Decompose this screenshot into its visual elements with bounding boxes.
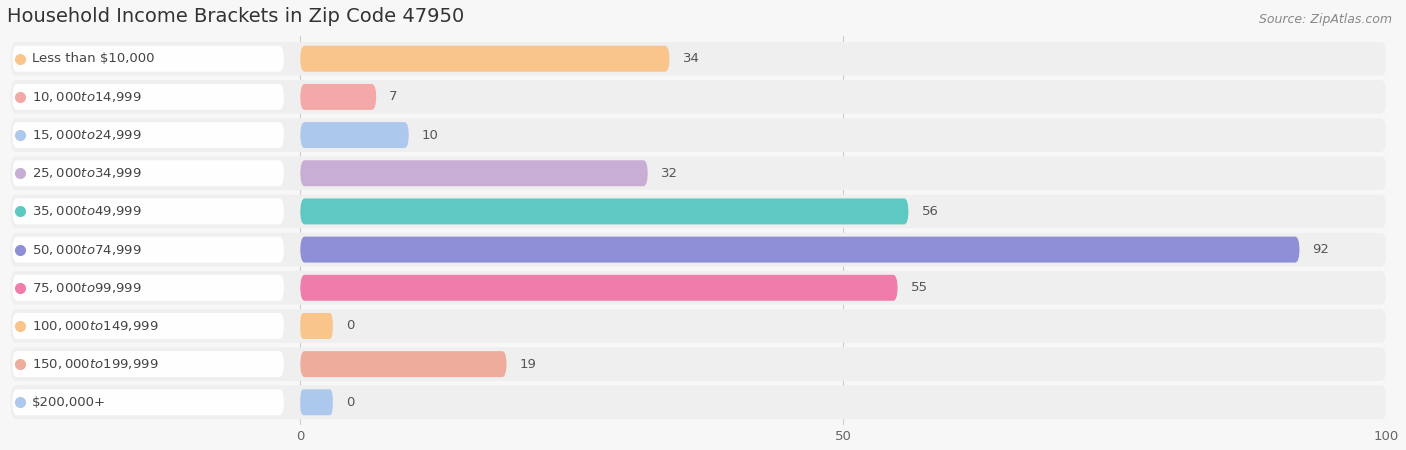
FancyBboxPatch shape [301, 351, 506, 377]
FancyBboxPatch shape [10, 118, 1386, 152]
Text: $200,000+: $200,000+ [32, 396, 105, 409]
FancyBboxPatch shape [13, 160, 284, 186]
FancyBboxPatch shape [301, 313, 333, 339]
Text: 56: 56 [921, 205, 938, 218]
FancyBboxPatch shape [301, 389, 333, 415]
FancyBboxPatch shape [13, 122, 284, 148]
FancyBboxPatch shape [10, 195, 1386, 228]
Text: $10,000 to $14,999: $10,000 to $14,999 [32, 90, 142, 104]
FancyBboxPatch shape [301, 198, 908, 225]
Text: $15,000 to $24,999: $15,000 to $24,999 [32, 128, 142, 142]
Text: Less than $10,000: Less than $10,000 [32, 52, 155, 65]
Text: $75,000 to $99,999: $75,000 to $99,999 [32, 281, 142, 295]
FancyBboxPatch shape [301, 84, 377, 110]
Text: $150,000 to $199,999: $150,000 to $199,999 [32, 357, 159, 371]
FancyBboxPatch shape [13, 46, 284, 72]
Text: 0: 0 [346, 320, 354, 333]
FancyBboxPatch shape [13, 313, 284, 339]
FancyBboxPatch shape [13, 389, 284, 415]
FancyBboxPatch shape [301, 237, 1299, 263]
Text: Household Income Brackets in Zip Code 47950: Household Income Brackets in Zip Code 47… [7, 7, 464, 26]
FancyBboxPatch shape [301, 275, 897, 301]
FancyBboxPatch shape [301, 122, 409, 148]
Text: Source: ZipAtlas.com: Source: ZipAtlas.com [1258, 14, 1392, 27]
Text: 10: 10 [422, 129, 439, 142]
Text: 19: 19 [520, 358, 537, 371]
Text: 32: 32 [661, 167, 678, 180]
Text: 55: 55 [911, 281, 928, 294]
Text: $35,000 to $49,999: $35,000 to $49,999 [32, 204, 142, 218]
Text: 34: 34 [682, 52, 699, 65]
FancyBboxPatch shape [13, 237, 284, 263]
FancyBboxPatch shape [10, 80, 1386, 114]
Text: 0: 0 [346, 396, 354, 409]
FancyBboxPatch shape [10, 347, 1386, 381]
FancyBboxPatch shape [10, 386, 1386, 419]
FancyBboxPatch shape [10, 42, 1386, 76]
Text: $25,000 to $34,999: $25,000 to $34,999 [32, 166, 142, 180]
FancyBboxPatch shape [10, 157, 1386, 190]
Text: $100,000 to $149,999: $100,000 to $149,999 [32, 319, 159, 333]
Text: 92: 92 [1313, 243, 1330, 256]
Text: $50,000 to $74,999: $50,000 to $74,999 [32, 243, 142, 256]
FancyBboxPatch shape [13, 351, 284, 377]
FancyBboxPatch shape [13, 84, 284, 110]
FancyBboxPatch shape [10, 271, 1386, 305]
FancyBboxPatch shape [10, 309, 1386, 343]
FancyBboxPatch shape [13, 275, 284, 301]
FancyBboxPatch shape [301, 46, 669, 72]
FancyBboxPatch shape [10, 233, 1386, 266]
Text: 7: 7 [389, 90, 398, 104]
FancyBboxPatch shape [301, 160, 648, 186]
FancyBboxPatch shape [13, 198, 284, 225]
